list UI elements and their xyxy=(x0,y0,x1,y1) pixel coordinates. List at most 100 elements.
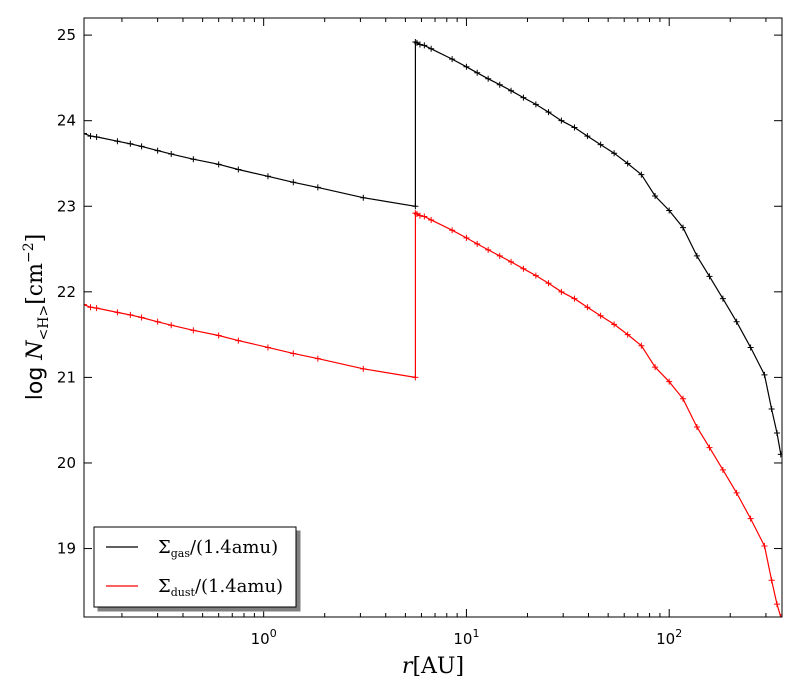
series-layer xyxy=(84,38,782,617)
series-1-marker xyxy=(719,466,726,473)
series-1-marker xyxy=(761,542,768,549)
x-tick-label: 100 xyxy=(251,627,277,648)
series-0-marker xyxy=(215,161,222,168)
series-0-marker xyxy=(114,138,121,145)
series-1-marker xyxy=(571,295,578,302)
legend-box xyxy=(93,526,297,608)
series-1-marker xyxy=(773,601,780,608)
series-1-marker xyxy=(264,344,271,351)
series-1-marker xyxy=(485,246,492,253)
series-0-marker xyxy=(474,69,481,76)
series-1-marker xyxy=(428,216,435,223)
y-tick-label: 24 xyxy=(57,112,76,130)
series-0-marker xyxy=(93,133,100,140)
series-0-marker xyxy=(168,151,175,158)
series-0-marker xyxy=(638,171,645,178)
series-1-marker xyxy=(558,288,565,295)
series-1-marker xyxy=(693,424,700,431)
series-0-marker xyxy=(680,224,687,231)
series-0-marker xyxy=(496,81,503,88)
series-0-marker xyxy=(520,94,527,101)
series-1-marker xyxy=(777,614,782,617)
y-tick-label: 22 xyxy=(57,283,76,301)
series-1-marker xyxy=(84,301,87,308)
series-1-marker xyxy=(611,321,618,328)
series-0-marker xyxy=(777,451,782,458)
series-1-marker xyxy=(190,327,197,334)
series-1-marker xyxy=(768,577,775,584)
series-1-marker xyxy=(474,240,481,247)
series-1-marker xyxy=(733,489,740,496)
ticks-layer xyxy=(84,18,782,617)
series-0-marker xyxy=(652,192,659,199)
series-0-marker xyxy=(545,109,552,116)
series-0-marker xyxy=(190,156,197,163)
series-0-marker xyxy=(666,207,673,214)
series-0-marker xyxy=(421,42,428,49)
series-1-marker xyxy=(416,212,423,219)
legend-label-1: Σdust/(1.4amu) xyxy=(158,576,283,599)
series-0-marker xyxy=(768,406,775,413)
series-1-marker xyxy=(290,350,297,357)
series-0-marker xyxy=(413,39,420,46)
series-0-marker xyxy=(733,318,740,325)
series-1-marker xyxy=(360,365,367,372)
y-tick-label: 25 xyxy=(57,26,76,44)
series-0-marker xyxy=(624,160,631,167)
series-1-marker xyxy=(138,314,145,321)
y-tick-label: 21 xyxy=(57,368,76,386)
series-1-marker xyxy=(597,312,604,319)
series-1-marker xyxy=(680,395,687,402)
series-1-marker xyxy=(421,213,428,220)
series-1-marker xyxy=(666,378,673,385)
x-tick-label: 102 xyxy=(656,627,682,648)
series-1-marker xyxy=(747,515,754,522)
series-0-marker xyxy=(747,344,754,351)
y-tick-label: 19 xyxy=(57,540,76,558)
series-1-marker xyxy=(508,258,515,265)
series-1-marker xyxy=(449,227,456,234)
series-0-marker xyxy=(428,45,435,52)
plot-background xyxy=(84,18,782,617)
plot-frame xyxy=(83,17,783,618)
y-tick-label: 23 xyxy=(57,197,76,215)
series-0-marker xyxy=(611,150,618,157)
series-0-marker xyxy=(449,56,456,63)
series-1-marker xyxy=(168,322,175,329)
series-0-marker xyxy=(87,133,94,140)
series-1-marker xyxy=(496,252,503,259)
series-1-marker xyxy=(463,234,470,241)
series-0-marker xyxy=(485,75,492,82)
series-1-marker xyxy=(154,318,161,325)
series-1-marker xyxy=(652,364,659,371)
series-0-marker xyxy=(264,173,271,180)
series-1-marker xyxy=(532,272,539,279)
series-1-marker xyxy=(215,332,222,339)
series-1-marker xyxy=(93,305,100,312)
series-1-marker xyxy=(624,331,631,338)
series-1-marker xyxy=(545,280,552,287)
series-1-marker xyxy=(114,309,121,316)
series-0-marker xyxy=(773,430,780,437)
series-0-marker xyxy=(508,87,515,94)
series-0-marker xyxy=(290,179,297,186)
series-0-marker xyxy=(558,117,565,124)
series-0-marker xyxy=(127,140,134,147)
series-0-marker xyxy=(154,147,161,154)
series-0-marker xyxy=(706,273,713,280)
series-0-marker xyxy=(416,41,423,48)
y-tick-label: 20 xyxy=(57,454,76,472)
series-0-marker xyxy=(761,371,768,378)
series-0-marker xyxy=(314,184,321,191)
series-0-marker xyxy=(571,124,578,131)
series-1-marker xyxy=(706,444,713,451)
series-0-marker xyxy=(235,166,242,173)
series-0-marker xyxy=(138,143,145,150)
y-axis-label: log N<H>[cm−2] xyxy=(21,234,52,400)
series-1-marker xyxy=(413,210,420,217)
series-0-marker xyxy=(597,141,604,148)
series-1-marker xyxy=(638,342,645,349)
series-0-marker xyxy=(84,130,87,137)
legend: Σgas/(1.4amu) Σdust/(1.4amu) xyxy=(93,526,297,608)
